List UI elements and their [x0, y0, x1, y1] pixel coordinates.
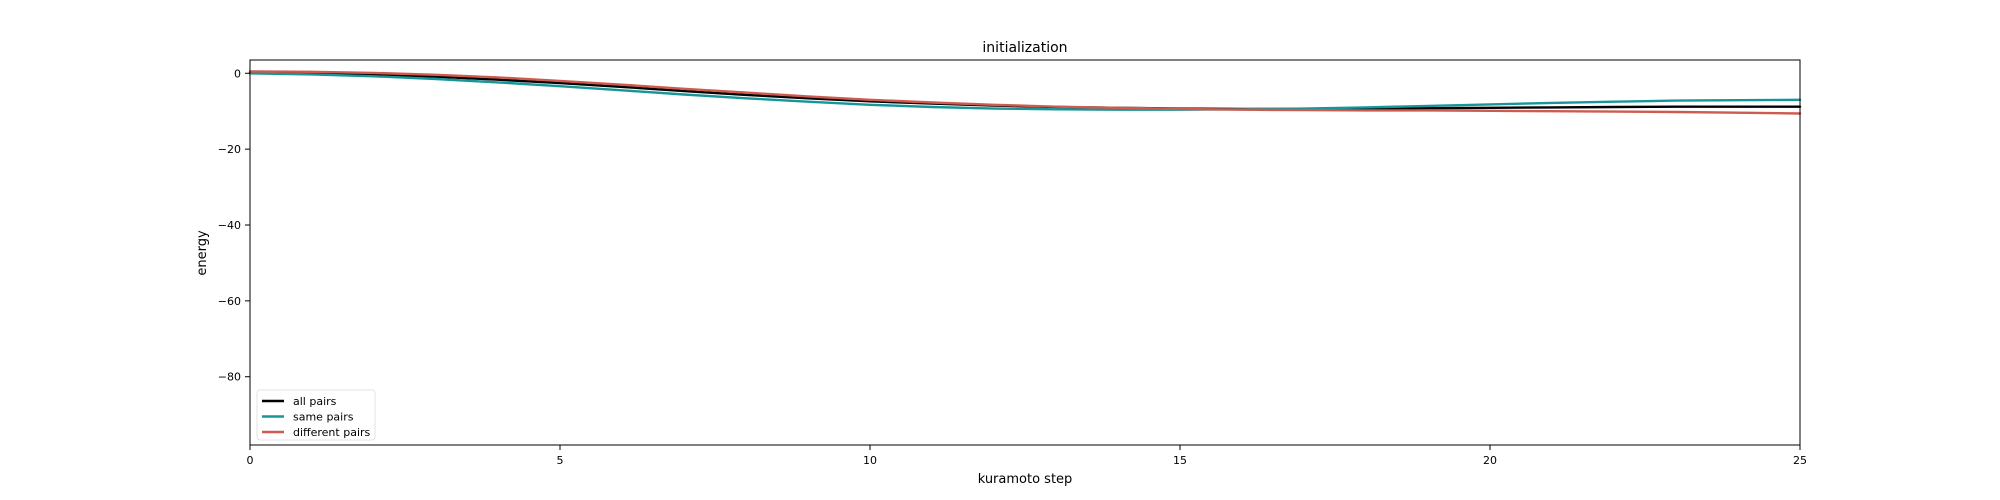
x-tick-label: 5 — [557, 454, 564, 467]
chart-title: initialization — [982, 40, 1067, 56]
x-axis-label: kuramoto step — [978, 472, 1073, 487]
legend-label: different pairs — [293, 426, 371, 439]
x-axis-ticks: 0 5 10 15 20 25 — [247, 445, 1807, 467]
x-tick-label: 0 — [247, 454, 254, 467]
legend: all pairs same pairs different pairs — [256, 389, 376, 441]
legend-label: same pairs — [293, 411, 354, 424]
series-line-1 — [248, 72, 1802, 111]
plot-frame — [249, 59, 1801, 446]
y-tick-label: 0 — [234, 67, 241, 80]
series-line-2 — [248, 70, 1802, 115]
legend-label: all pairs — [293, 395, 337, 408]
y-tick-label: −60 — [218, 295, 241, 308]
y-axis-ticks: 0 −20 −40 −60 −80 — [218, 67, 250, 384]
x-tick-label: 25 — [1793, 454, 1807, 467]
y-tick-label: −40 — [218, 219, 241, 232]
y-tick-label: −20 — [218, 143, 241, 156]
x-tick-label: 10 — [863, 454, 877, 467]
y-tick-label: −80 — [218, 371, 241, 384]
plot-lines — [248, 70, 1802, 115]
x-tick-label: 20 — [1483, 454, 1497, 467]
y-axis-label: energy — [195, 230, 210, 276]
x-tick-label: 15 — [1173, 454, 1187, 467]
legend-box — [256, 389, 376, 441]
